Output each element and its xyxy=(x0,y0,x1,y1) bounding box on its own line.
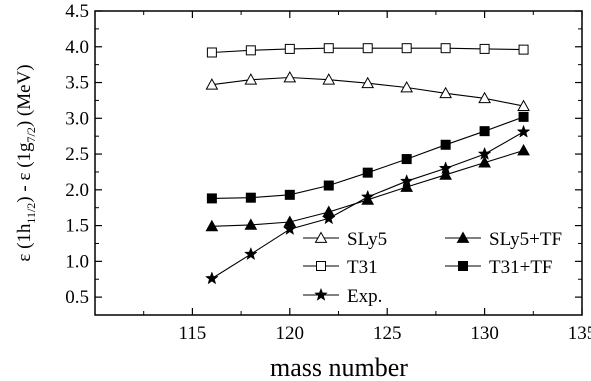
legend: SLy5 SLy5+TF T31 T31+TF Exp. xyxy=(303,229,562,307)
x-tick-label: 135 xyxy=(568,323,591,344)
series-line xyxy=(211,149,524,227)
data-point xyxy=(205,219,219,232)
data-point xyxy=(438,161,453,175)
data-point xyxy=(206,47,217,58)
y-tick-label: 1.5 xyxy=(65,216,89,237)
y-tick-label: 2.5 xyxy=(65,144,89,165)
data-point xyxy=(479,126,490,137)
data-point xyxy=(284,189,295,200)
data-point xyxy=(399,174,414,188)
y-tick-label: 2.0 xyxy=(65,180,89,201)
y-axis-title-subscript: 7/2 xyxy=(24,127,38,142)
data-point xyxy=(458,261,468,271)
data-point xyxy=(362,43,373,54)
series xyxy=(205,70,530,112)
data-point xyxy=(282,221,297,236)
series-line xyxy=(211,116,524,199)
data-point xyxy=(477,146,492,160)
y-axis-title-part: ) (MeV) xyxy=(14,64,35,127)
y-axis-ticks: 0.5 1.0 1.5 2.0 2.5 3.0 3.5 4.0 4.5 xyxy=(65,1,582,308)
legend-label: T31+TF xyxy=(489,257,553,278)
y-tick-label: 4.5 xyxy=(65,1,89,22)
x-tick-label: 125 xyxy=(373,323,402,344)
data-point xyxy=(401,43,412,54)
y-axis-title-subscript: 11/2 xyxy=(24,203,38,224)
data-point xyxy=(440,139,451,150)
data-point xyxy=(323,43,334,54)
series-group xyxy=(205,43,531,285)
data-point xyxy=(206,193,217,204)
series xyxy=(205,143,530,232)
data-point xyxy=(205,271,219,285)
y-tick-label: 3.0 xyxy=(65,108,89,129)
data-point xyxy=(314,287,328,301)
data-point xyxy=(517,99,530,112)
data-point xyxy=(400,81,414,93)
x-axis-ticks: 115 120 125 130 135 xyxy=(143,11,591,344)
data-point xyxy=(479,43,490,54)
x-tick-label: 130 xyxy=(470,323,499,344)
data-point xyxy=(478,91,491,104)
data-point xyxy=(245,45,256,56)
data-point xyxy=(518,44,529,55)
data-point xyxy=(243,246,258,261)
y-axis-title-part: ε (1h xyxy=(14,223,35,262)
x-tick-label: 115 xyxy=(179,323,207,344)
data-point xyxy=(360,189,375,203)
legend-label: SLy5 xyxy=(347,229,387,250)
y-tick-label: 0.5 xyxy=(65,287,89,308)
legend-label: Exp. xyxy=(347,286,382,307)
data-point xyxy=(361,76,375,89)
data-point xyxy=(439,86,452,99)
y-axis-title-part: ) - ε (1g xyxy=(14,142,35,203)
data-point xyxy=(321,211,336,225)
y-tick-label: 4.0 xyxy=(65,37,89,58)
data-point xyxy=(316,261,326,271)
data-point xyxy=(244,218,258,230)
data-point xyxy=(314,231,328,243)
data-point xyxy=(440,43,451,54)
data-point xyxy=(478,156,491,168)
data-point xyxy=(518,111,529,122)
data-point xyxy=(284,43,295,54)
y-tick-label: 1.0 xyxy=(65,251,89,272)
series xyxy=(205,124,531,285)
x-axis-title: mass number xyxy=(270,353,408,381)
y-axis-title: ε (1h11/2) - ε (1g7/2) (MeV) xyxy=(14,64,38,261)
x-tick-label: 120 xyxy=(276,323,305,344)
data-point xyxy=(245,192,256,203)
data-point xyxy=(323,180,334,191)
data-point xyxy=(456,231,470,243)
data-point xyxy=(322,73,336,85)
data-point xyxy=(362,167,373,178)
data-point xyxy=(516,124,531,138)
data-point xyxy=(244,73,258,85)
data-point xyxy=(283,70,297,83)
legend-label: T31 xyxy=(347,257,378,278)
data-point xyxy=(205,78,219,90)
data-point xyxy=(439,168,452,180)
legend-label: SLy5+TF xyxy=(489,229,562,250)
data-point xyxy=(517,143,530,156)
data-point xyxy=(400,180,414,192)
y-tick-label: 3.5 xyxy=(65,73,89,94)
series xyxy=(206,43,529,58)
series xyxy=(206,111,529,204)
data-point xyxy=(401,154,412,165)
